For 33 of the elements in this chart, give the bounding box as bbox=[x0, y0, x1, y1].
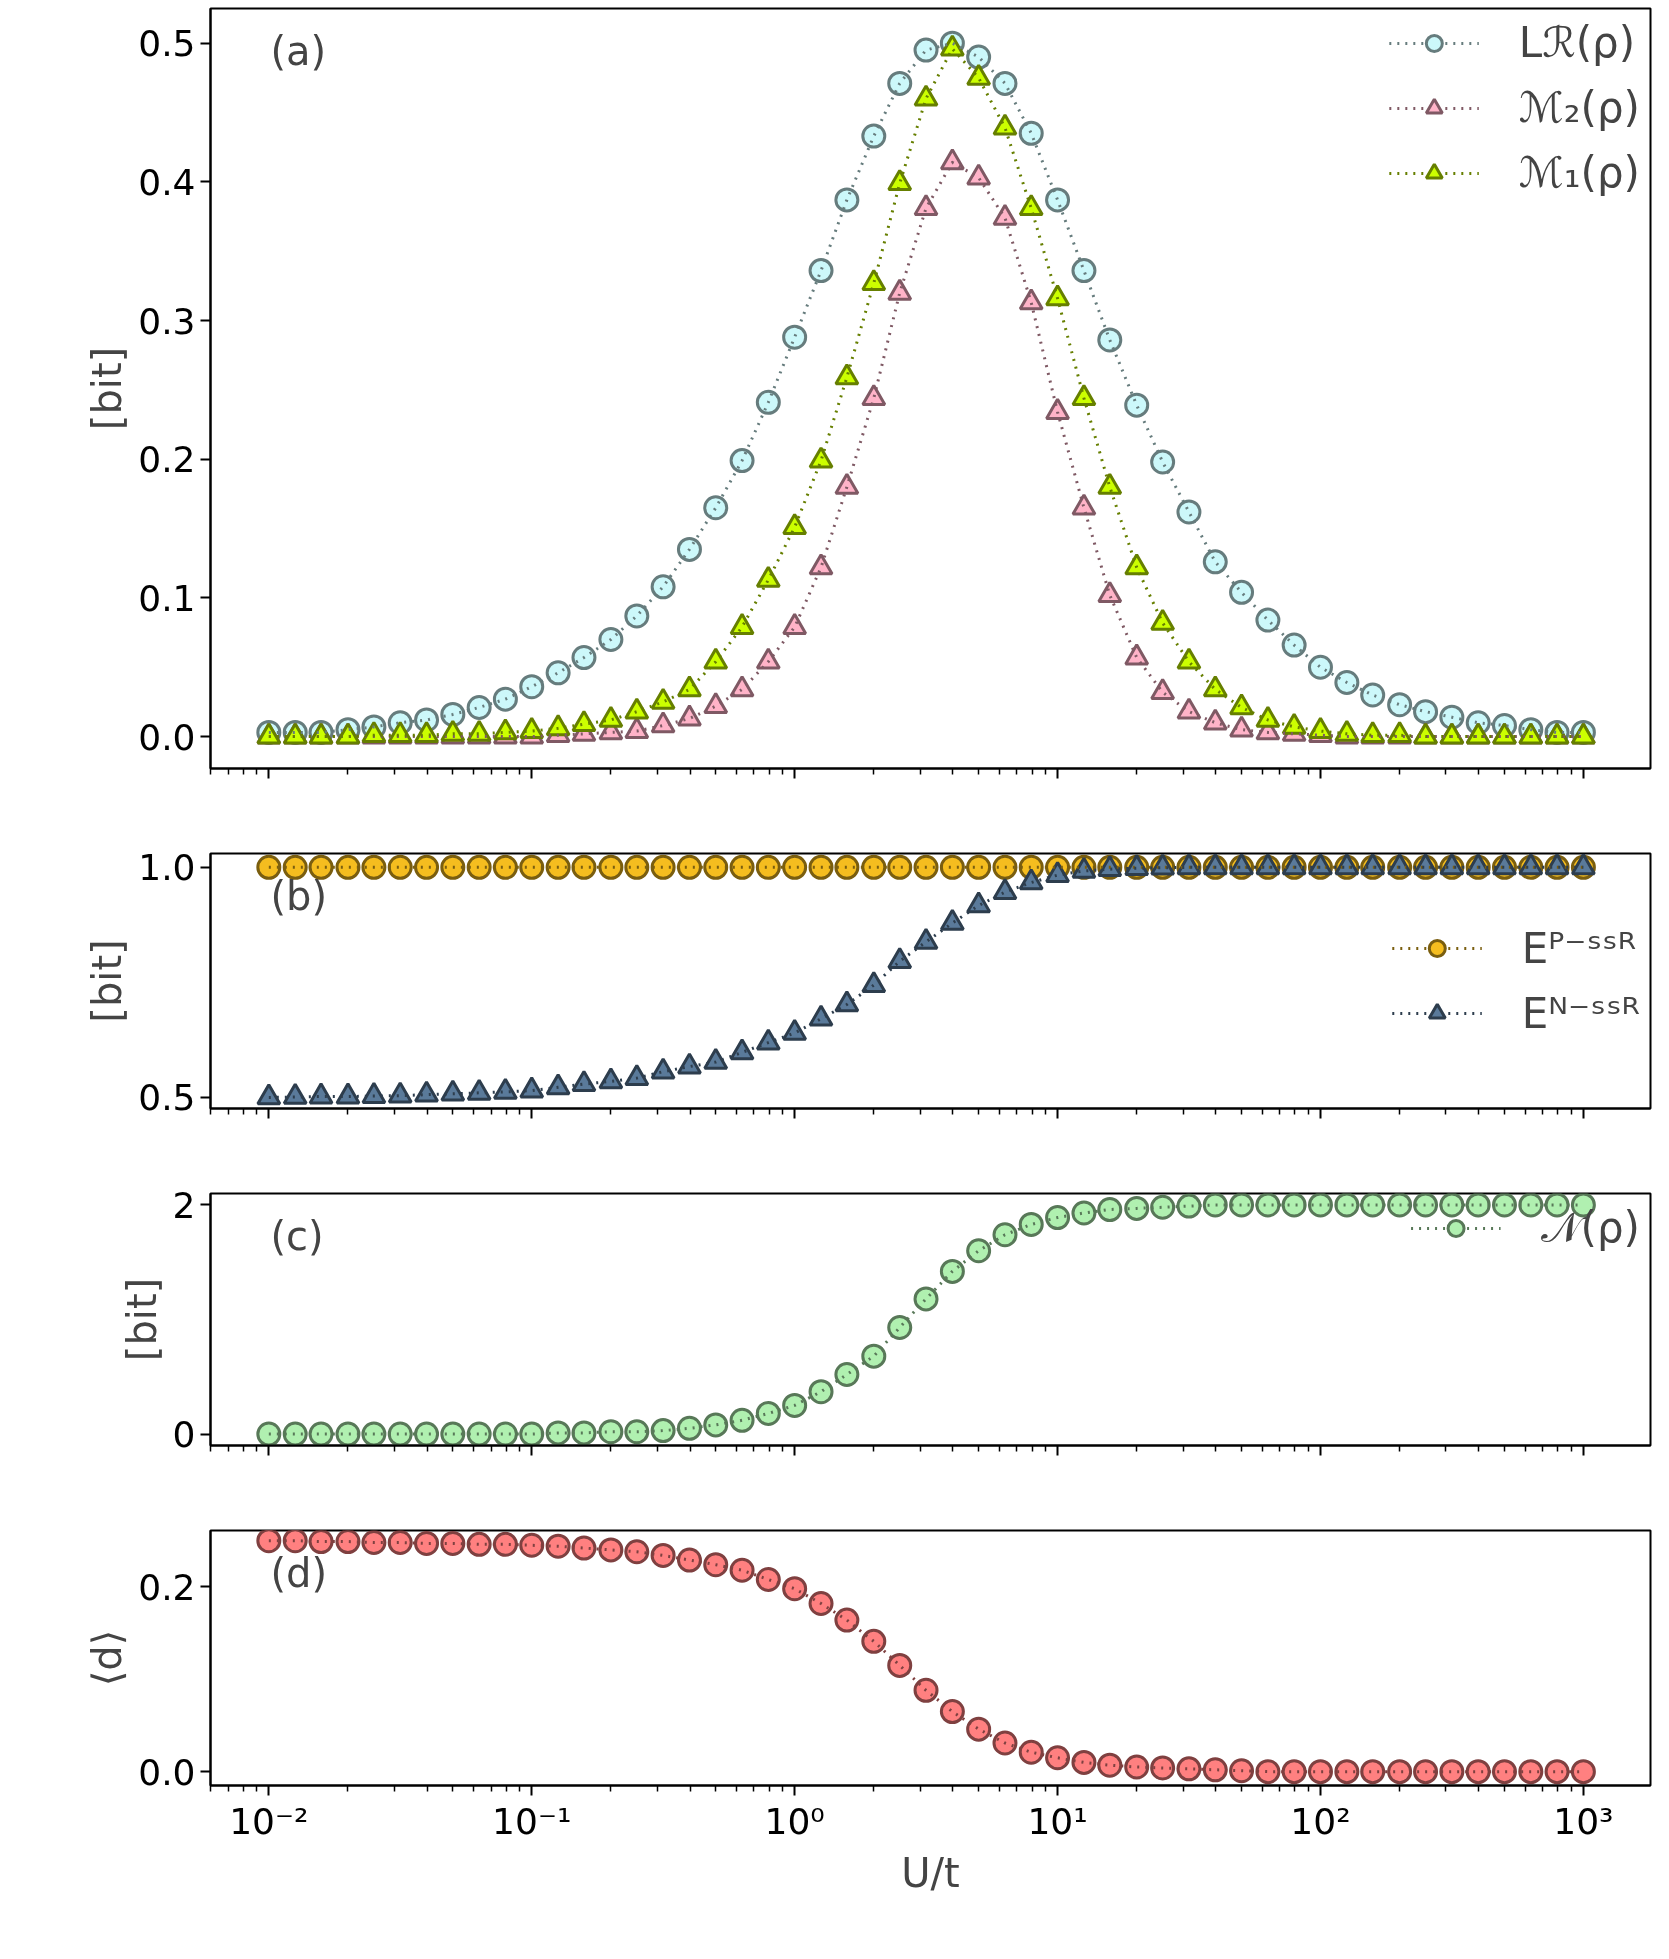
x-tick-label: 10⁻² bbox=[229, 1800, 309, 1842]
y-tick-label: 0.2 bbox=[138, 1566, 196, 1608]
legend-label: 𝒩(ρ) bbox=[1540, 1203, 1640, 1252]
legend-label: ℳ₂(ρ) bbox=[1518, 83, 1640, 132]
y-tick-label: 0 bbox=[172, 1414, 196, 1456]
legend-label: Lℛ(ρ) bbox=[1518, 18, 1636, 67]
y-tick-label: 0.0 bbox=[138, 716, 196, 758]
y-axis-title: [bit] bbox=[118, 1277, 165, 1362]
annotation: (a) bbox=[270, 27, 327, 74]
x-tick-label: 10² bbox=[1290, 1800, 1351, 1842]
y-tick-label: 0.5 bbox=[138, 23, 196, 65]
y-axis-title: [bit] bbox=[84, 939, 131, 1023]
x-tick-label: 10⁻¹ bbox=[492, 1800, 572, 1842]
annotation: (c) bbox=[270, 1212, 324, 1259]
y-tick-label: 1.0 bbox=[138, 847, 196, 889]
annotation: (d) bbox=[270, 1549, 328, 1596]
x-axis-title: U/t bbox=[901, 1849, 960, 1896]
y-axis-title: [bit] bbox=[84, 346, 131, 431]
legend-label: Eᴾ⁻ˢˢᴿ bbox=[1521, 923, 1637, 973]
y-tick-label: 2 bbox=[172, 1184, 196, 1226]
annotation: (b) bbox=[270, 872, 328, 919]
y-tick-label: 0.4 bbox=[138, 161, 196, 203]
legend-label: Eᴺ⁻ˢˢᴿ bbox=[1521, 988, 1640, 1038]
y-tick-label: 0.5 bbox=[138, 1077, 196, 1119]
y-tick-label: 0.3 bbox=[138, 300, 196, 342]
x-tick-label: 10¹ bbox=[1027, 1800, 1088, 1842]
legend-label: ℳ₁(ρ) bbox=[1518, 148, 1640, 197]
y-tick-label: 0.2 bbox=[138, 439, 196, 481]
y-tick-label: 0.0 bbox=[138, 1751, 196, 1793]
x-tick-label: 10³ bbox=[1553, 1800, 1614, 1842]
y-tick-label: 0.1 bbox=[138, 577, 196, 619]
y-axis-title: ⟨d⟩ bbox=[84, 1629, 131, 1687]
x-tick-label: 10⁰ bbox=[764, 1800, 825, 1842]
